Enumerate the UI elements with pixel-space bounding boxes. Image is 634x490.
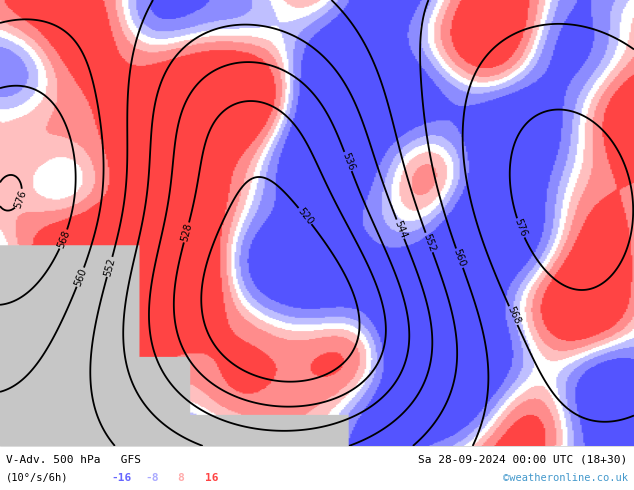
Text: V-Adv. 500 hPa   GFS: V-Adv. 500 hPa GFS [6, 455, 141, 465]
Text: 16: 16 [205, 473, 218, 483]
Text: -16: -16 [111, 473, 131, 483]
Text: (10°/s/6h): (10°/s/6h) [6, 473, 69, 483]
Text: 528: 528 [179, 222, 193, 243]
Text: 520: 520 [295, 206, 315, 226]
Text: ©weatheronline.co.uk: ©weatheronline.co.uk [503, 473, 628, 483]
Text: 568: 568 [505, 305, 522, 326]
Text: 576: 576 [13, 189, 29, 209]
Text: Sa 28-09-2024 00:00 UTC (18+30): Sa 28-09-2024 00:00 UTC (18+30) [418, 455, 628, 465]
Text: 576: 576 [512, 218, 529, 239]
Text: 544: 544 [392, 219, 408, 240]
Text: 552: 552 [102, 257, 117, 277]
Text: 560: 560 [451, 248, 467, 269]
Text: 536: 536 [340, 151, 356, 172]
Text: 552: 552 [421, 232, 437, 253]
Text: -8: -8 [146, 473, 159, 483]
Text: 8: 8 [178, 473, 184, 483]
Text: 560: 560 [72, 267, 88, 288]
Text: 568: 568 [56, 229, 72, 249]
